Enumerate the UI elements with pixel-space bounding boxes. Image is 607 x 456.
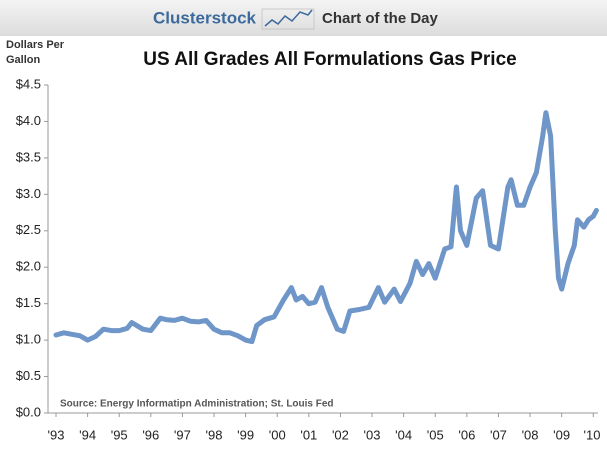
price-line: [53, 110, 599, 345]
y-tick-label: $2.5: [16, 222, 41, 237]
header-band: [0, 0, 607, 36]
x-tick-label: '02: [332, 427, 349, 442]
y-tick-label: $1.0: [16, 332, 41, 347]
x-tick-label: '00: [269, 427, 286, 442]
x-tick-label: '09: [553, 427, 570, 442]
y-axis-label: Dollars Per Gallon: [6, 39, 65, 66]
x-tick-label: '95: [111, 427, 128, 442]
y-tick-label: $2.0: [16, 259, 41, 274]
x-tick-label: '01: [300, 427, 317, 442]
source-note: Source: Energy Informatipn Administratio…: [60, 399, 334, 410]
x-tick-label: '03: [364, 427, 381, 442]
x-tick-label: '98: [206, 427, 223, 442]
y-tick-label: $4.0: [16, 113, 41, 128]
logo-icon: [261, 8, 315, 30]
chart-title: US All Grades All Formulations Gas Price: [143, 49, 516, 70]
y-tick-label: $3.5: [16, 149, 41, 164]
x-tick-label: '07: [490, 427, 507, 442]
y-tick-label: $1.5: [16, 295, 41, 310]
y-tick-label: $0.5: [16, 368, 41, 383]
x-tick-label: '99: [237, 427, 254, 442]
x-tick-label: '04: [395, 427, 412, 442]
x-tick-label: '96: [142, 427, 159, 442]
x-tick-label: '06: [458, 427, 475, 442]
x-tick-label: '08: [522, 427, 539, 442]
x-tick-label: '05: [427, 427, 444, 442]
x-tick-label: '97: [174, 427, 191, 442]
x-tick-label: '94: [79, 427, 96, 442]
y-tick-label: $0.0: [16, 404, 41, 419]
brand: Clusterstock: [153, 8, 257, 27]
tagline: Chart of the Day: [322, 10, 439, 27]
y-tick-label: $3.0: [16, 186, 41, 201]
x-tick-label: '10: [584, 427, 601, 442]
x-tick-label: '93: [48, 427, 65, 442]
y-tick-label: $4.5: [16, 76, 41, 91]
